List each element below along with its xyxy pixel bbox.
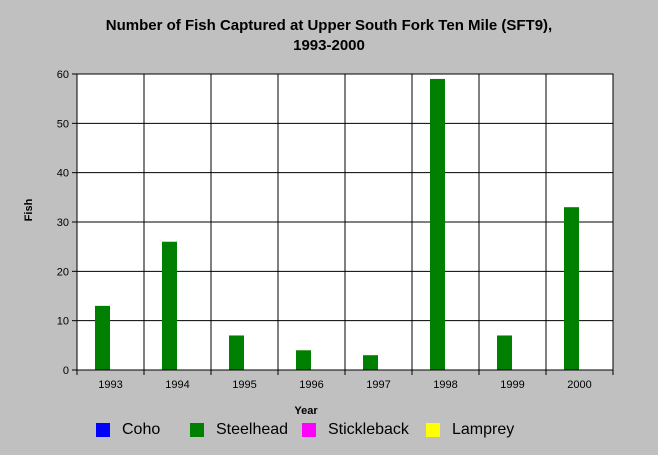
legend-item-stickleback: Stickleback bbox=[302, 419, 409, 441]
bar-steelhead-1996 bbox=[296, 350, 311, 370]
tick-labels-group: 0 10 20 30 40 50 60 1993 1994 1995 1996 1997 1998 199… bbox=[57, 69, 592, 391]
legend-item-lamprey: Lamprey bbox=[426, 419, 514, 441]
y-tick-label: 60 bbox=[57, 69, 69, 81]
legend-item-steelhead: Steelhead bbox=[190, 419, 288, 441]
bar-steelhead-2000 bbox=[564, 207, 579, 370]
legend-label-steelhead: Steelhead bbox=[216, 421, 289, 438]
x-tick-label: 1997 bbox=[366, 379, 390, 391]
legend-swatch-lamprey bbox=[426, 423, 440, 437]
y-tick-label: 30 bbox=[57, 217, 69, 229]
bar-steelhead-1997 bbox=[363, 355, 378, 370]
y-tick-label: 40 bbox=[57, 168, 69, 180]
bar-steelhead-1993 bbox=[95, 305, 110, 370]
legend-label-stickleback: Stickleback bbox=[328, 421, 409, 438]
x-tick-label: 1996 bbox=[299, 379, 323, 391]
y-tick-label: 50 bbox=[57, 118, 69, 130]
x-tick-label: 1998 bbox=[433, 379, 457, 391]
bar-steelhead-1995 bbox=[229, 335, 244, 370]
x-tick-label: 1995 bbox=[232, 379, 256, 391]
axes-group bbox=[72, 73, 614, 375]
bar-steelhead-1998 bbox=[430, 78, 445, 370]
bar-steelhead-1994 bbox=[162, 241, 177, 370]
y-axis-label: Fish bbox=[23, 198, 35, 221]
legend-swatch-coho bbox=[96, 423, 110, 437]
legend-label-lamprey: Lamprey bbox=[452, 421, 515, 438]
y-tick-label: 20 bbox=[57, 266, 69, 278]
x-tick-label: 1999 bbox=[500, 379, 524, 391]
x-axis-label: Year bbox=[294, 405, 318, 417]
bar-steelhead-1999 bbox=[497, 335, 512, 370]
x-tick-label: 1994 bbox=[165, 379, 189, 391]
legend-label-coho: Coho bbox=[122, 421, 161, 438]
bars-group bbox=[95, 78, 579, 370]
chart-title-line1: Number of Fish Captured at Upper South F… bbox=[105, 17, 553, 34]
legend-swatch-steelhead bbox=[190, 423, 204, 437]
x-tick-label: 2000 bbox=[567, 379, 591, 391]
y-tick-label: 0 bbox=[63, 365, 69, 377]
legend-item-coho: Coho bbox=[96, 419, 160, 441]
chart-title-line2: 1993-2000 bbox=[293, 37, 365, 54]
y-tick-label: 10 bbox=[57, 316, 69, 328]
legend-swatch-stickleback bbox=[302, 423, 316, 437]
x-tick-label: 1993 bbox=[98, 379, 122, 391]
